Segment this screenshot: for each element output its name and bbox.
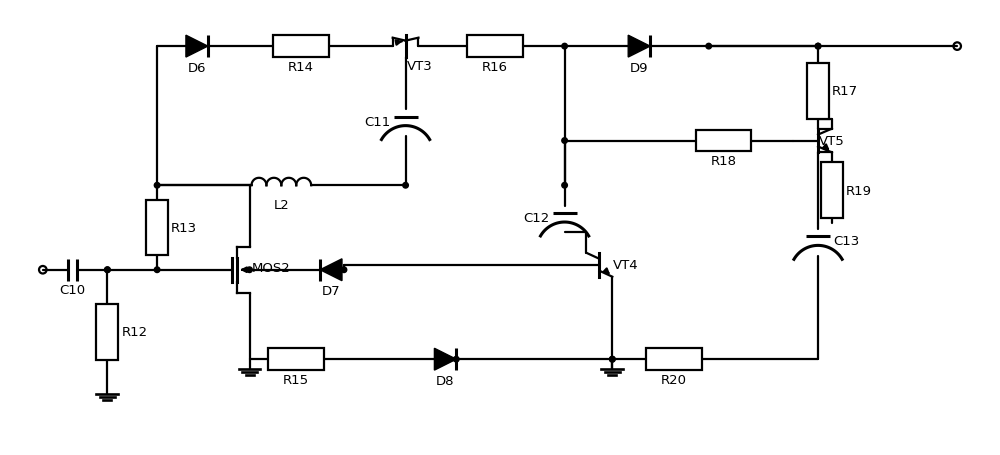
Circle shape xyxy=(154,268,160,273)
Text: R16: R16 xyxy=(482,61,508,74)
Text: R14: R14 xyxy=(288,61,314,74)
Circle shape xyxy=(453,357,459,362)
Text: R18: R18 xyxy=(711,155,737,168)
Text: D8: D8 xyxy=(436,374,455,387)
Bar xyxy=(96,304,118,360)
Text: L2: L2 xyxy=(273,198,289,211)
Bar xyxy=(268,349,324,370)
Text: R20: R20 xyxy=(661,373,687,386)
Text: R19: R19 xyxy=(846,184,872,197)
Polygon shape xyxy=(320,259,342,281)
Polygon shape xyxy=(628,36,650,58)
Bar xyxy=(146,200,168,256)
Bar xyxy=(646,349,702,370)
Circle shape xyxy=(706,44,712,50)
Circle shape xyxy=(341,268,347,273)
Text: D9: D9 xyxy=(630,61,648,74)
Text: MOS2: MOS2 xyxy=(252,262,290,275)
Circle shape xyxy=(105,268,110,273)
Bar xyxy=(807,64,829,119)
Bar xyxy=(273,36,329,58)
Bar xyxy=(467,36,523,58)
Circle shape xyxy=(105,268,110,273)
Circle shape xyxy=(562,138,567,144)
Circle shape xyxy=(562,183,567,189)
Bar xyxy=(696,130,751,152)
Text: C13: C13 xyxy=(833,235,859,248)
Text: R15: R15 xyxy=(283,373,309,386)
Text: C10: C10 xyxy=(60,283,86,296)
Text: R17: R17 xyxy=(832,85,858,98)
Text: VT4: VT4 xyxy=(613,259,639,272)
Text: VT5: VT5 xyxy=(819,135,845,148)
Circle shape xyxy=(610,357,615,362)
Circle shape xyxy=(403,183,408,189)
Polygon shape xyxy=(434,349,456,370)
Circle shape xyxy=(815,44,821,50)
Text: R12: R12 xyxy=(121,326,147,339)
Circle shape xyxy=(610,357,615,362)
Circle shape xyxy=(154,183,160,189)
Text: D6: D6 xyxy=(188,61,206,74)
Text: R13: R13 xyxy=(171,222,197,234)
Circle shape xyxy=(815,44,821,50)
Circle shape xyxy=(562,44,567,50)
Bar xyxy=(821,163,843,218)
Text: D7: D7 xyxy=(322,284,340,298)
Text: VT3: VT3 xyxy=(407,60,433,72)
Circle shape xyxy=(247,268,252,273)
Text: C12: C12 xyxy=(523,212,550,225)
Text: C11: C11 xyxy=(364,116,391,128)
Polygon shape xyxy=(186,36,208,58)
